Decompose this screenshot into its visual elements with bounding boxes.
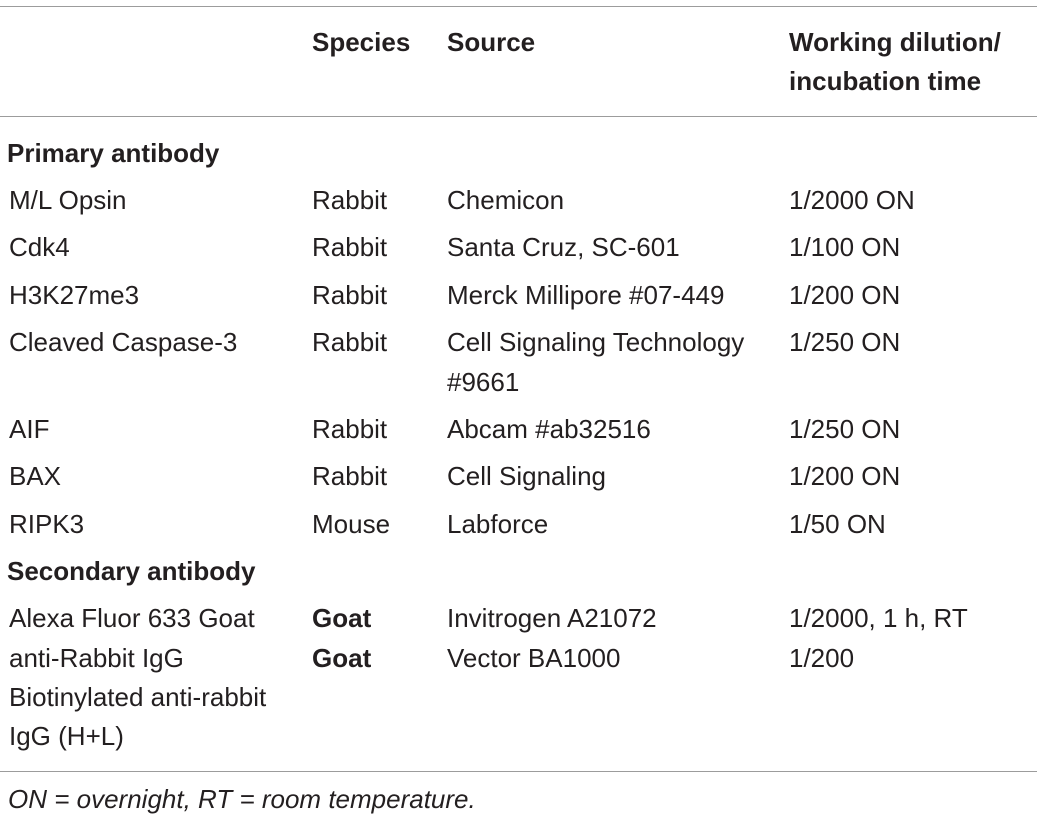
row-source: Abcam #ab32516 bbox=[447, 414, 651, 444]
secondary-name-line: Alexa Fluor 633 Goat bbox=[9, 603, 255, 633]
row-species: Rabbit bbox=[312, 185, 388, 215]
row-dilution: 1/200 ON bbox=[789, 280, 901, 310]
row-source: Merck Millipore #07-449 bbox=[447, 280, 725, 310]
table-bottom-rule bbox=[0, 771, 1037, 772]
row-source: Santa Cruz, SC-601 bbox=[447, 232, 680, 262]
secondary-name-line: anti-Rabbit IgG bbox=[9, 643, 184, 673]
row-source: Cell Signaling bbox=[447, 461, 606, 491]
row-name: H3K27me3 bbox=[9, 280, 140, 310]
row-species: Rabbit bbox=[312, 327, 388, 357]
row-name: AIF bbox=[9, 414, 50, 444]
header-rule bbox=[0, 116, 1037, 117]
table-footnote: ON = overnight, RT = room temperature. bbox=[8, 784, 476, 814]
row-species: Rabbit bbox=[312, 232, 388, 262]
row-source: Chemicon bbox=[447, 185, 565, 215]
row-name: Cleaved Caspase-3 bbox=[9, 327, 238, 357]
row-name: Cdk4 bbox=[9, 232, 70, 262]
secondary-name-line: Biotinylated anti-rabbit bbox=[9, 682, 267, 712]
row-dilution: 1/100 ON bbox=[789, 232, 901, 262]
header-dilution-line2: incubation time bbox=[789, 66, 982, 96]
row-name: M/L Opsin bbox=[9, 185, 127, 215]
section-title-secondary: Secondary antibody bbox=[7, 556, 256, 586]
table-top-rule bbox=[0, 6, 1037, 7]
secondary-name-line: IgG (H+L) bbox=[9, 721, 124, 751]
secondary-dilution: 1/200 bbox=[789, 643, 855, 673]
secondary-dilution: 1/2000, 1 h, RT bbox=[789, 603, 968, 633]
row-species: Mouse bbox=[312, 509, 391, 539]
row-species: Rabbit bbox=[312, 461, 388, 491]
row-name: BAX bbox=[9, 461, 62, 491]
section-title-primary: Primary antibody bbox=[7, 138, 220, 168]
row-species: Rabbit bbox=[312, 414, 388, 444]
secondary-species: Goat bbox=[312, 643, 372, 673]
row-species: Rabbit bbox=[312, 280, 388, 310]
row-source: Labforce bbox=[447, 509, 549, 539]
row-name: RIPK3 bbox=[9, 509, 85, 539]
row-dilution: 1/2000 ON bbox=[789, 185, 915, 215]
row-source-line2: #9661 bbox=[447, 367, 520, 397]
row-dilution: 1/200 ON bbox=[789, 461, 901, 491]
row-dilution: 1/250 ON bbox=[789, 414, 901, 444]
header-dilution-line1: Working dilution/ bbox=[789, 27, 1001, 57]
secondary-source: Vector BA1000 bbox=[447, 643, 621, 673]
secondary-species: Goat bbox=[312, 603, 372, 633]
row-source: Cell Signaling Technology bbox=[447, 327, 745, 357]
row-dilution: 1/50 ON bbox=[789, 509, 886, 539]
row-dilution: 1/250 ON bbox=[789, 327, 901, 357]
header-species: Species bbox=[312, 27, 411, 57]
header-source: Source bbox=[447, 27, 536, 57]
secondary-source: Invitrogen A21072 bbox=[447, 603, 657, 633]
